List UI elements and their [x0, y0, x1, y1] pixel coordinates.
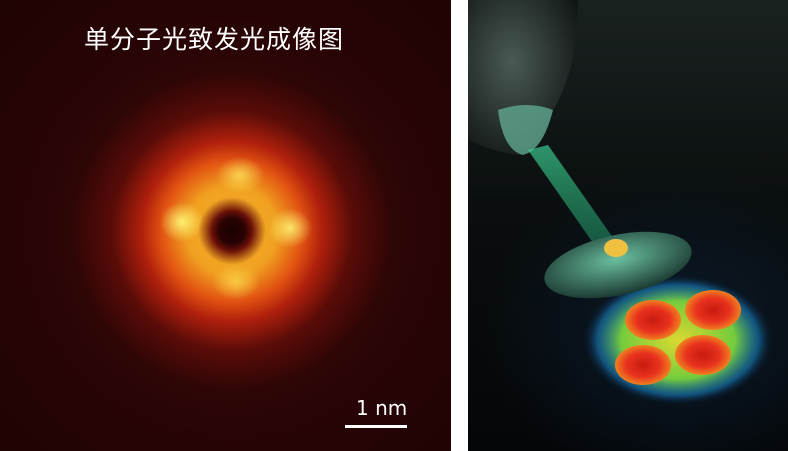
- photoluminescence-map: 单分子光致发光成像图 1 nm: [0, 0, 451, 451]
- image-title: 单分子光致发光成像图: [84, 25, 345, 54]
- emission-lobe-1: [625, 300, 681, 340]
- scale-bar: [345, 425, 407, 428]
- molecule: [544, 231, 692, 299]
- light-beam: [528, 145, 618, 250]
- scale-bar-label: 1 nm: [356, 396, 408, 420]
- tip-apex: [498, 105, 553, 155]
- stm-illustration: [468, 0, 788, 451]
- illustration-svg: [468, 0, 773, 405]
- emission-lobe-4: [675, 335, 731, 375]
- emission-lobe-3: [615, 345, 671, 385]
- emission-lobe-2: [685, 290, 741, 330]
- molecule-center-atom: [604, 239, 628, 257]
